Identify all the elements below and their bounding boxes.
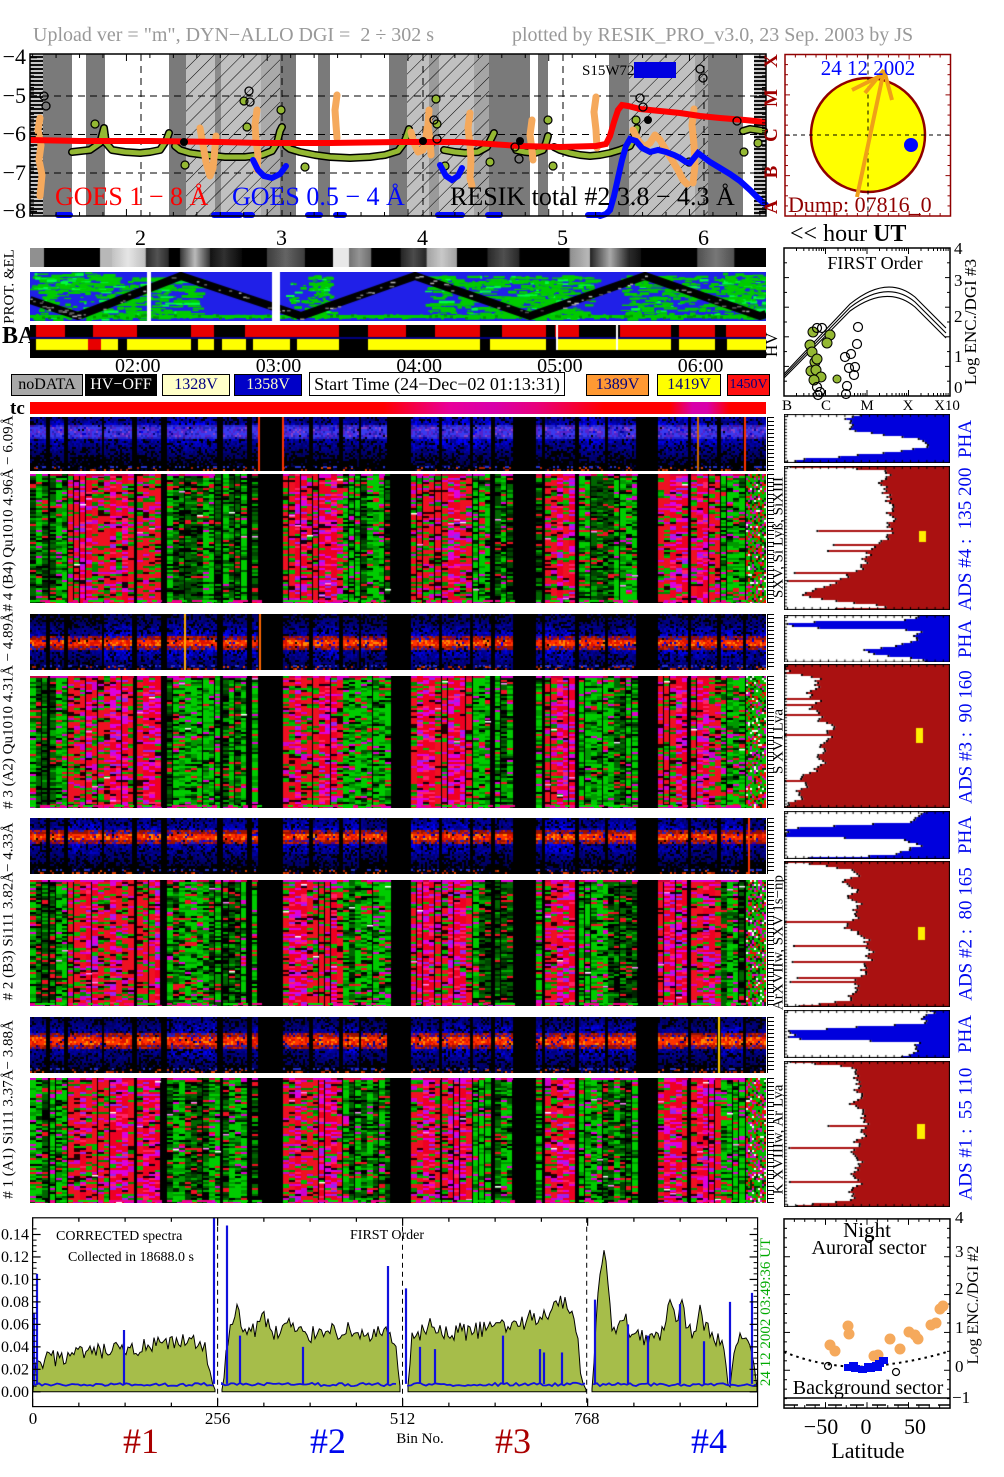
svg-text:2: 2 xyxy=(955,1279,964,1298)
svg-text:3: 3 xyxy=(955,1242,964,1261)
svg-text:0.00: 0.00 xyxy=(1,1384,29,1401)
svg-text:256: 256 xyxy=(205,1409,231,1428)
svg-text:4: 4 xyxy=(954,240,963,258)
svg-text:CORRECTED spectra: CORRECTED spectra xyxy=(56,1229,183,1244)
svg-text:Latitude: Latitude xyxy=(831,1438,904,1463)
svg-text:1: 1 xyxy=(955,1318,964,1337)
svg-text:−4: −4 xyxy=(3,44,26,69)
svg-text:512: 512 xyxy=(390,1409,416,1428)
svg-text:Background sector: Background sector xyxy=(793,1377,944,1399)
svg-text:FIRST Order: FIRST Order xyxy=(827,253,922,273)
svg-text:−1: −1 xyxy=(952,1388,970,1407)
svg-text:Bin No.: Bin No. xyxy=(396,1431,444,1447)
svg-text:−7: −7 xyxy=(3,160,26,185)
svg-text:4: 4 xyxy=(955,1210,964,1227)
svg-text:−5: −5 xyxy=(3,83,26,108)
svg-text:0: 0 xyxy=(861,1414,872,1439)
svg-text:0: 0 xyxy=(29,1409,38,1428)
svg-text:1: 1 xyxy=(954,347,963,366)
svg-text:Log ENC./DGI #3: Log ENC./DGI #3 xyxy=(961,259,980,385)
svg-text:M: M xyxy=(860,398,873,414)
svg-text:X10: X10 xyxy=(934,398,960,414)
svg-text:Night: Night xyxy=(843,1218,891,1242)
svg-text:0: 0 xyxy=(954,378,963,397)
svg-text:B: B xyxy=(782,398,792,414)
svg-text:Dump: 07816_0: Dump: 07816_0 xyxy=(788,192,932,217)
svg-text:#2: #2 xyxy=(310,1421,346,1461)
svg-text:0.14: 0.14 xyxy=(1,1226,29,1243)
svg-text:Auroral sector: Auroral sector xyxy=(812,1237,927,1259)
svg-text:768: 768 xyxy=(574,1409,600,1428)
svg-text:0.12: 0.12 xyxy=(1,1249,29,1266)
svg-text:0.04: 0.04 xyxy=(1,1339,29,1356)
svg-text:−50: −50 xyxy=(804,1414,838,1439)
svg-text:0.10: 0.10 xyxy=(1,1271,29,1288)
svg-text:C: C xyxy=(821,398,831,414)
svg-text:24 12 2002: 24 12 2002 xyxy=(821,56,916,80)
svg-text:RESIK total #2 3.8 − 4.3 Å: RESIK total #2 3.8 − 4.3 Å xyxy=(450,182,735,211)
svg-text:X: X xyxy=(903,398,914,414)
svg-text:−6: −6 xyxy=(3,121,26,146)
svg-text:FIRST Order: FIRST Order xyxy=(350,1228,424,1243)
svg-text:24 12 2002 03:49:36 UT: 24 12 2002 03:49:36 UT xyxy=(758,1238,774,1386)
svg-text:Log ENC./DGI #2: Log ENC./DGI #2 xyxy=(965,1246,982,1365)
svg-text:GOES 0.5 − 4 Å: GOES 0.5 − 4 Å xyxy=(232,182,405,211)
svg-text:0.06: 0.06 xyxy=(1,1316,29,1333)
svg-text:#4: #4 xyxy=(691,1421,727,1461)
svg-text:−8: −8 xyxy=(3,198,26,223)
svg-text:3: 3 xyxy=(954,271,963,290)
svg-text:50: 50 xyxy=(904,1414,926,1439)
svg-text:0: 0 xyxy=(955,1357,964,1376)
svg-text:#3: #3 xyxy=(495,1421,531,1461)
svg-text:0.08: 0.08 xyxy=(1,1294,29,1311)
svg-text:S15W72: S15W72 xyxy=(582,63,635,79)
svg-text:0.02: 0.02 xyxy=(1,1361,29,1378)
svg-text:GOES 1 − 8 Å: GOES 1 − 8 Å xyxy=(55,182,209,211)
svg-text:2: 2 xyxy=(954,307,963,326)
svg-text:Collected in 18688.0 s: Collected in 18688.0 s xyxy=(68,1250,194,1265)
svg-text:#1: #1 xyxy=(123,1421,159,1461)
